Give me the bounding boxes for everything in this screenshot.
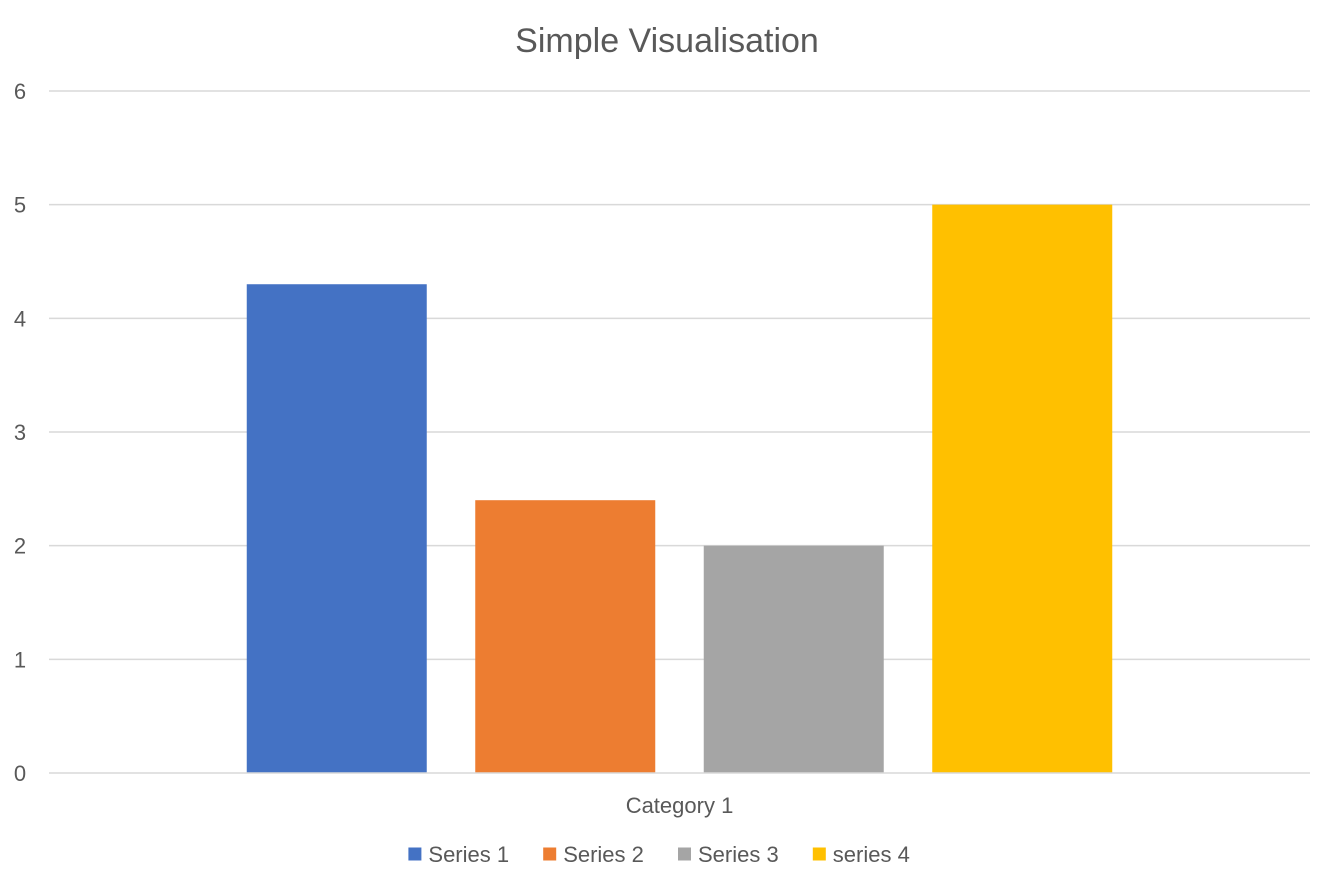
bars xyxy=(246,204,1113,773)
x-axis-category-labels: Category 1 xyxy=(626,793,734,818)
bar-series-3 xyxy=(703,545,884,773)
y-tick-label: 1 xyxy=(14,647,26,672)
legend: Series 1 Series 2 Series 3 series 4 xyxy=(408,842,910,867)
legend-label: Series 3 xyxy=(698,842,779,867)
x-category-label: Category 1 xyxy=(626,793,734,818)
y-tick-label: 6 xyxy=(14,79,26,104)
legend-label: Series 2 xyxy=(563,842,644,867)
bar-series-1 xyxy=(246,284,427,773)
legend-label: series 4 xyxy=(833,842,910,867)
legend-swatch xyxy=(678,847,691,861)
y-tick-label: 0 xyxy=(14,761,26,786)
y-tick-label: 3 xyxy=(14,420,26,445)
legend-swatch xyxy=(408,847,422,861)
bar-series-4 xyxy=(932,204,1113,773)
y-tick-label: 2 xyxy=(14,534,26,559)
chart-title: Simple Visualisation xyxy=(515,22,819,60)
y-tick-label: 4 xyxy=(14,306,26,331)
y-tick-label: 5 xyxy=(14,193,26,218)
bar-series-2 xyxy=(475,500,656,773)
gridlines xyxy=(49,90,1310,661)
y-axis-tick-labels: 0 1 2 3 4 5 6 xyxy=(14,79,26,786)
legend-swatch xyxy=(812,847,826,861)
legend-label: Series 1 xyxy=(428,842,509,867)
legend-swatch xyxy=(543,847,557,861)
